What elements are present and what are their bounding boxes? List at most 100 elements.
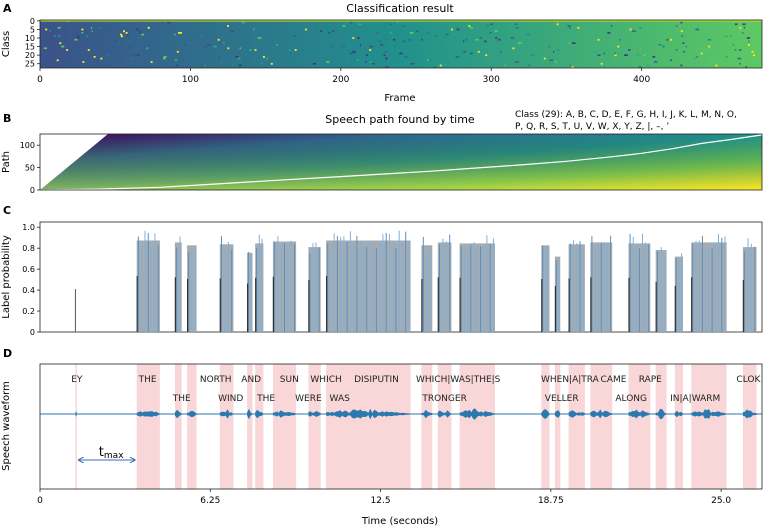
panel-d-xtick-label: 25.0 (711, 496, 731, 506)
heatmap-cell (409, 32, 414, 34)
heatmap-cell (746, 37, 750, 39)
heatmap-cell (402, 40, 407, 43)
heatmap-cell (356, 59, 360, 62)
heatmap-cell (603, 52, 605, 55)
panel-a-ytick-label: 5 (30, 25, 35, 34)
heatmap-cell (435, 35, 437, 38)
heatmap-cell (654, 61, 658, 63)
word-label: WHICH|WAS|THE|S (416, 375, 501, 385)
word-label: IN|A|WARM (670, 394, 720, 404)
heatmap-cell (204, 64, 207, 67)
word-label: TRONGER (421, 394, 466, 404)
heatmap-cell (396, 21, 399, 24)
panel-c-ytick-label: 0.4 (22, 286, 35, 295)
heatmap-cell (445, 33, 449, 36)
heatmap-cell (127, 40, 132, 43)
heatmap-peak (600, 62, 603, 65)
waveform-burst (554, 410, 561, 418)
heatmap-cell (679, 21, 683, 24)
heatmap-cell (136, 54, 140, 56)
word-label: WAS (330, 394, 351, 404)
probability-block (554, 256, 561, 332)
heatmap-cell (639, 26, 642, 29)
heatmap-cell (236, 28, 241, 31)
heatmap-cell (162, 57, 166, 60)
panel-c-bars (39, 221, 763, 333)
waveform-burst (174, 409, 182, 419)
heatmap-cell (265, 57, 268, 60)
heatmap-cell (349, 52, 353, 55)
panel-b-axes: 0 50 100 (20, 141, 40, 195)
heatmap-cell (497, 38, 501, 41)
heatmap-cell (357, 37, 360, 39)
heatmap-cell (652, 56, 656, 58)
heatmap-cell (638, 66, 642, 68)
heatmap-cell (212, 61, 215, 63)
heatmap-cell (469, 52, 473, 55)
heatmap-cell (475, 38, 479, 41)
panel-b-ytick-label: 50 (25, 164, 35, 173)
heatmap-cell (666, 38, 669, 41)
heatmap-cell (223, 42, 225, 44)
panel-letter-a: A (3, 2, 12, 15)
heatmap-cell (518, 42, 522, 44)
heatmap-peak (82, 61, 85, 63)
word-span (75, 364, 77, 489)
panel-a-heatmap (39, 19, 763, 69)
heatmap-cell (380, 44, 384, 46)
heatmap-cell (289, 49, 291, 51)
heatmap-cell (440, 44, 444, 46)
heatmap-cell (195, 38, 199, 41)
heatmap-cell (624, 54, 628, 56)
word-label: WERE (295, 394, 322, 404)
word-span (590, 364, 613, 489)
heatmap-cell (404, 56, 408, 58)
waveform-burst (421, 409, 433, 419)
heatmap-peak (147, 26, 150, 29)
heatmap-cell (138, 30, 141, 32)
heatmap-cell (676, 25, 678, 27)
heatmap-cell (658, 44, 662, 46)
panel-c-ytick-label: 0.6 (22, 265, 35, 274)
heatmap-cell (427, 59, 430, 62)
heatmap-cell (643, 54, 647, 56)
heatmap-cell (465, 38, 468, 41)
heatmap-cell (632, 30, 636, 32)
heatmap-peak (227, 25, 229, 27)
word-label: DISIPUTIN (354, 375, 399, 385)
heatmap-cell (732, 44, 734, 46)
heatmap-cell (487, 25, 489, 27)
heatmap-cell (739, 62, 741, 65)
heatmap-cell (203, 45, 207, 48)
heatmap-cell (525, 26, 528, 29)
heatmap-cell (726, 56, 728, 58)
word-label: NORTH (200, 375, 232, 385)
heatmap-cell (514, 61, 517, 63)
panel-d-ylabel: Speech waveform (1, 381, 12, 471)
heatmap-cell (326, 61, 330, 63)
heatmap-cell (569, 26, 571, 29)
waveform-bursts (75, 408, 757, 420)
heatmap-cell (213, 45, 217, 48)
heatmap-cell (511, 37, 515, 39)
waveform-burst (75, 411, 77, 417)
heatmap-peak (556, 23, 559, 26)
word-label: AND (241, 375, 261, 385)
heatmap-peak (45, 28, 48, 31)
heatmap-cell (114, 40, 118, 43)
heatmap-cell (320, 30, 323, 32)
heatmap-cell (383, 54, 386, 56)
word-span (326, 364, 411, 489)
heatmap-cell (401, 25, 406, 27)
heatmap-peak (93, 56, 96, 58)
heatmap-cell (312, 62, 317, 65)
panel-letter-b: B (3, 112, 11, 125)
heatmap-peak (485, 54, 488, 57)
heatmap-peak (708, 45, 711, 48)
waveform-burst (742, 409, 757, 419)
waveform-burst (255, 409, 264, 419)
heatmap-cell (341, 45, 343, 48)
heatmap-cell (126, 33, 129, 36)
heatmap-cell (201, 35, 203, 38)
panel-c-ytick-label: 0 (30, 328, 35, 337)
